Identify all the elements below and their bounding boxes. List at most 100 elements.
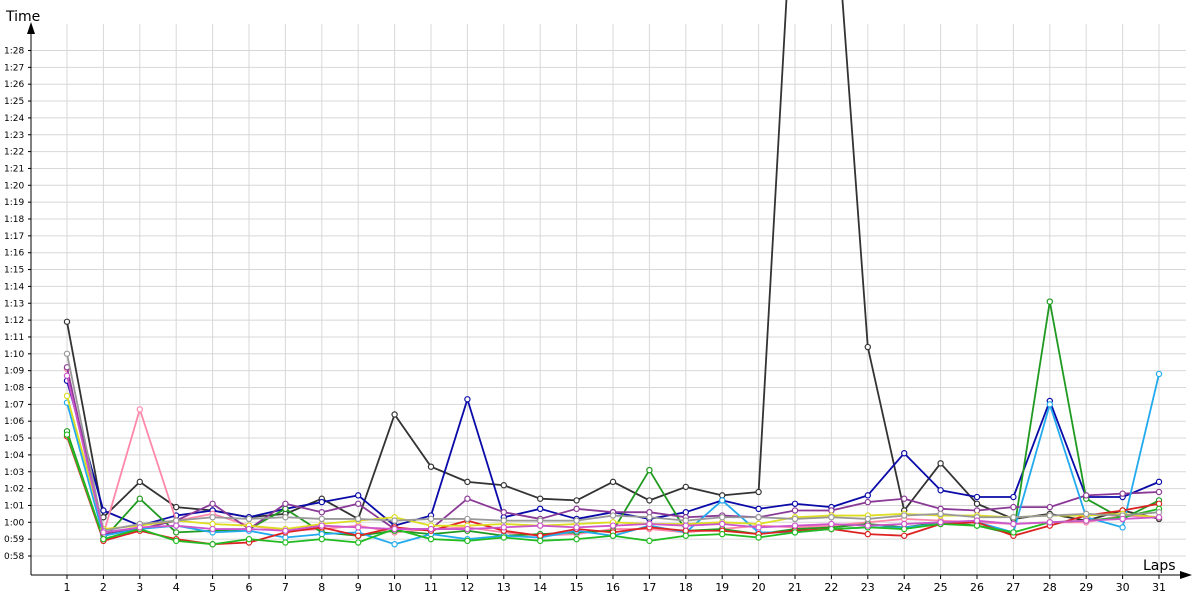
data-point <box>282 505 289 513</box>
data-point <box>63 392 71 400</box>
y-tick-label: 1:11 <box>4 333 24 343</box>
data-point <box>828 525 835 533</box>
data-point <box>282 500 289 507</box>
y-tick-label: 0:58 <box>4 552 24 562</box>
data-point <box>1010 493 1017 501</box>
x-axis-arrow <box>1180 571 1192 579</box>
data-point <box>864 515 872 523</box>
data-point <box>682 527 690 534</box>
y-tick-label: 1:07 <box>4 400 24 410</box>
data-point <box>755 488 762 496</box>
data-point <box>500 482 507 489</box>
data-point <box>1155 488 1163 496</box>
data-point <box>464 525 471 533</box>
y-tick-label: 1:15 <box>4 266 24 276</box>
y-tick-label: 0:59 <box>4 535 24 545</box>
x-tick-label: 21 <box>788 581 802 594</box>
data-point <box>391 517 398 524</box>
data-point <box>1155 514 1163 521</box>
data-point <box>1082 510 1090 518</box>
data-point <box>646 508 653 516</box>
data-point <box>901 525 908 533</box>
data-point <box>901 512 908 519</box>
data-point <box>537 495 544 502</box>
data-point <box>391 541 398 548</box>
y-tick-label: 1:05 <box>4 434 24 444</box>
data-point <box>791 507 799 514</box>
data-point <box>537 532 544 539</box>
x-tick-label: 26 <box>970 581 984 594</box>
y-tick-labels: 0:58 0:59 1:00 1:01 1:02 1:03 1:04 1:05 1:06 1:07… <box>4 47 24 563</box>
y-tick-label: 1:00 <box>4 518 24 528</box>
x-tick-label: 17 <box>642 581 656 594</box>
data-point <box>209 514 216 521</box>
data-point <box>1046 503 1054 511</box>
data-point <box>427 463 435 470</box>
data-point <box>609 512 617 519</box>
x-tick-label: 29 <box>1079 581 1093 594</box>
data-point <box>1119 524 1126 531</box>
x-tick-label: 19 <box>715 581 729 594</box>
data-point <box>172 522 180 529</box>
data-point <box>1119 515 1126 523</box>
data-point <box>464 515 471 523</box>
x-tick-label: 9 <box>355 581 362 594</box>
data-point <box>755 534 762 541</box>
y-tick-label: 1:10 <box>4 350 24 360</box>
data-point <box>1046 298 1054 305</box>
data-point <box>172 529 180 536</box>
x-tick-label: 24 <box>897 581 911 594</box>
data-point <box>282 527 289 534</box>
y-tick-label: 1:21 <box>4 164 24 174</box>
data-point <box>828 520 835 528</box>
series-lines <box>63 0 1163 548</box>
x-tick-label: 4 <box>173 581 180 594</box>
data-point <box>464 495 471 502</box>
x-tick-label: 23 <box>861 581 875 594</box>
data-point <box>172 503 180 511</box>
data-point <box>136 524 143 531</box>
x-tick-label: 2 <box>100 581 107 594</box>
grid <box>28 24 1186 579</box>
data-point <box>209 541 216 548</box>
x-tick-label: 13 <box>497 581 511 594</box>
data-point <box>901 520 908 528</box>
x-tick-label: 12 <box>460 581 474 594</box>
data-point <box>500 524 507 531</box>
data-point <box>937 519 944 526</box>
data-point <box>1155 508 1163 516</box>
data-point <box>719 520 726 528</box>
data-point <box>937 460 944 467</box>
x-tick-label: 6 <box>246 581 253 594</box>
y-tick-label: 1:01 <box>4 501 24 511</box>
y-tick-label: 1:22 <box>4 148 24 158</box>
data-point <box>100 529 107 536</box>
x-tick-label: 25 <box>934 581 948 594</box>
data-point <box>136 495 143 502</box>
x-tick-label: 22 <box>824 581 838 594</box>
data-point <box>573 524 580 531</box>
x-tick-label: 5 <box>209 581 216 594</box>
data-point <box>791 500 799 507</box>
data-point <box>573 517 580 524</box>
data-point <box>682 517 690 524</box>
data-point <box>573 497 580 504</box>
y-tick-label: 1:08 <box>4 384 24 394</box>
y-tick-label: 1:25 <box>4 97 24 107</box>
data-point <box>1010 503 1017 511</box>
data-point <box>864 343 872 351</box>
data-point <box>391 525 398 533</box>
data-point <box>500 508 507 516</box>
data-point <box>500 534 507 541</box>
x-tick-label: 20 <box>752 581 766 594</box>
series-11 <box>63 372 1163 536</box>
data-point <box>682 532 690 539</box>
data-point <box>464 396 471 403</box>
data-point <box>682 522 690 529</box>
data-point <box>973 500 981 507</box>
data-point <box>500 517 507 524</box>
x-tick-label: 18 <box>679 581 693 594</box>
y-tick-label: 1:27 <box>4 63 24 73</box>
data-point <box>864 498 872 506</box>
data-point <box>318 522 325 529</box>
